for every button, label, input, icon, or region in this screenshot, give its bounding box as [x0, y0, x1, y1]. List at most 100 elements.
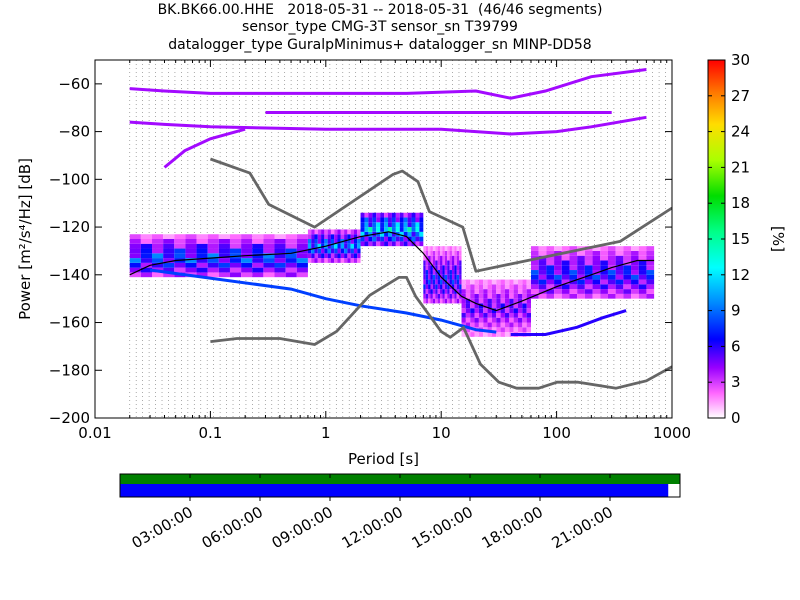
psd-cell	[435, 255, 438, 261]
psd-cell	[185, 243, 197, 249]
psd-cell	[285, 272, 297, 278]
psd-cell	[440, 260, 443, 266]
psd-cell	[428, 289, 431, 294]
psd-cell	[263, 248, 275, 254]
psd-cell	[440, 265, 443, 271]
psd-cell	[207, 253, 219, 259]
psd-cell	[380, 236, 385, 242]
psd-cell	[163, 267, 175, 273]
psd-cell	[388, 241, 392, 247]
psd-cell	[444, 284, 448, 290]
psd-cell	[447, 246, 450, 251]
psd-cell	[252, 258, 264, 263]
psd-cell	[357, 239, 361, 244]
psd-cell	[321, 229, 325, 235]
psd-cell	[428, 293, 431, 299]
psd-cell	[461, 293, 466, 299]
chart-title-line1: BK.BK66.00.HHE 2018-05-31 -- 2018-05-31 …	[157, 2, 603, 18]
psd-cell	[334, 239, 338, 244]
psd-cell	[474, 289, 479, 294]
psd-cell	[600, 270, 608, 275]
psd-cell	[461, 308, 466, 313]
psd-cell	[513, 317, 518, 323]
psd-cell	[517, 303, 523, 309]
psd-cell	[353, 234, 358, 239]
psd-cell	[430, 260, 433, 266]
psd-cell	[513, 322, 518, 328]
psd-cell	[314, 234, 318, 239]
psd-cell	[129, 253, 141, 259]
psd-cell	[364, 217, 369, 223]
psd-cell	[500, 284, 505, 290]
psd-cell	[646, 293, 655, 299]
psd-cell	[465, 317, 471, 323]
psd-cell	[368, 227, 373, 232]
psd-cell	[296, 253, 308, 259]
psd-cell	[163, 239, 175, 244]
psd-cell	[546, 284, 555, 290]
psd-cell	[368, 241, 373, 247]
y-tick-label: −100	[49, 170, 90, 188]
psd-cell	[399, 222, 404, 228]
psd-cell	[449, 250, 452, 256]
psd-cell	[372, 212, 377, 218]
psd-cell	[163, 234, 175, 239]
psd-cell	[474, 298, 479, 304]
psd-cell	[347, 239, 351, 244]
psd-cell	[569, 265, 578, 271]
psd-cell	[517, 322, 523, 328]
psd-cell	[425, 298, 429, 304]
psd-cell	[447, 265, 450, 271]
time-tick-label: 03:00:00	[129, 503, 196, 552]
psd-cell	[337, 248, 341, 254]
psd-cell	[554, 255, 562, 261]
psd-cell	[388, 217, 392, 223]
psd-cell	[584, 265, 593, 271]
psd-cell	[207, 258, 219, 263]
psd-cell	[638, 260, 647, 266]
psd-cell	[459, 279, 462, 285]
psd-cell	[330, 234, 335, 239]
colorbar-tick-label: 21	[731, 158, 750, 176]
psd-cell	[546, 293, 555, 299]
psd-cell	[561, 260, 570, 266]
psd-cell	[350, 229, 354, 235]
psd-cell	[364, 222, 369, 228]
psd-cell	[454, 265, 457, 271]
psd-cell	[296, 243, 308, 249]
psd-cell	[530, 284, 539, 290]
psd-cell	[252, 234, 264, 239]
psd-cell	[638, 250, 647, 256]
psd-cell	[327, 253, 331, 259]
psd-cell	[504, 279, 510, 285]
psd-cell	[129, 262, 141, 268]
psd-cell	[311, 239, 315, 244]
psd-cell	[465, 303, 471, 309]
psd-cell	[461, 279, 466, 285]
psd-cell	[152, 239, 164, 244]
psd-cell	[296, 267, 308, 273]
psd-cell	[478, 308, 484, 313]
psd-cell	[437, 250, 441, 256]
psd-cell	[474, 308, 479, 313]
psd-cell	[615, 250, 624, 256]
psd-cell	[478, 298, 484, 304]
psd-cell	[442, 255, 445, 261]
psd-cell	[526, 289, 531, 294]
psd-cell	[430, 279, 433, 285]
psd-cell	[218, 272, 230, 278]
psd-cell	[324, 258, 328, 263]
psd-cell	[428, 284, 431, 290]
mean-curve	[129, 231, 655, 312]
time-tick-label: 12:00:00	[339, 503, 406, 552]
psd-cell	[357, 229, 361, 235]
psd-cell	[218, 248, 230, 254]
psd-cell	[530, 289, 539, 294]
psd-cell	[229, 272, 242, 278]
psd-cell	[465, 284, 471, 290]
psd-cell	[449, 260, 452, 266]
psd-cell	[491, 308, 497, 313]
psd-cell	[407, 217, 412, 223]
psd-cell	[500, 312, 505, 318]
psd-cell	[442, 298, 445, 304]
